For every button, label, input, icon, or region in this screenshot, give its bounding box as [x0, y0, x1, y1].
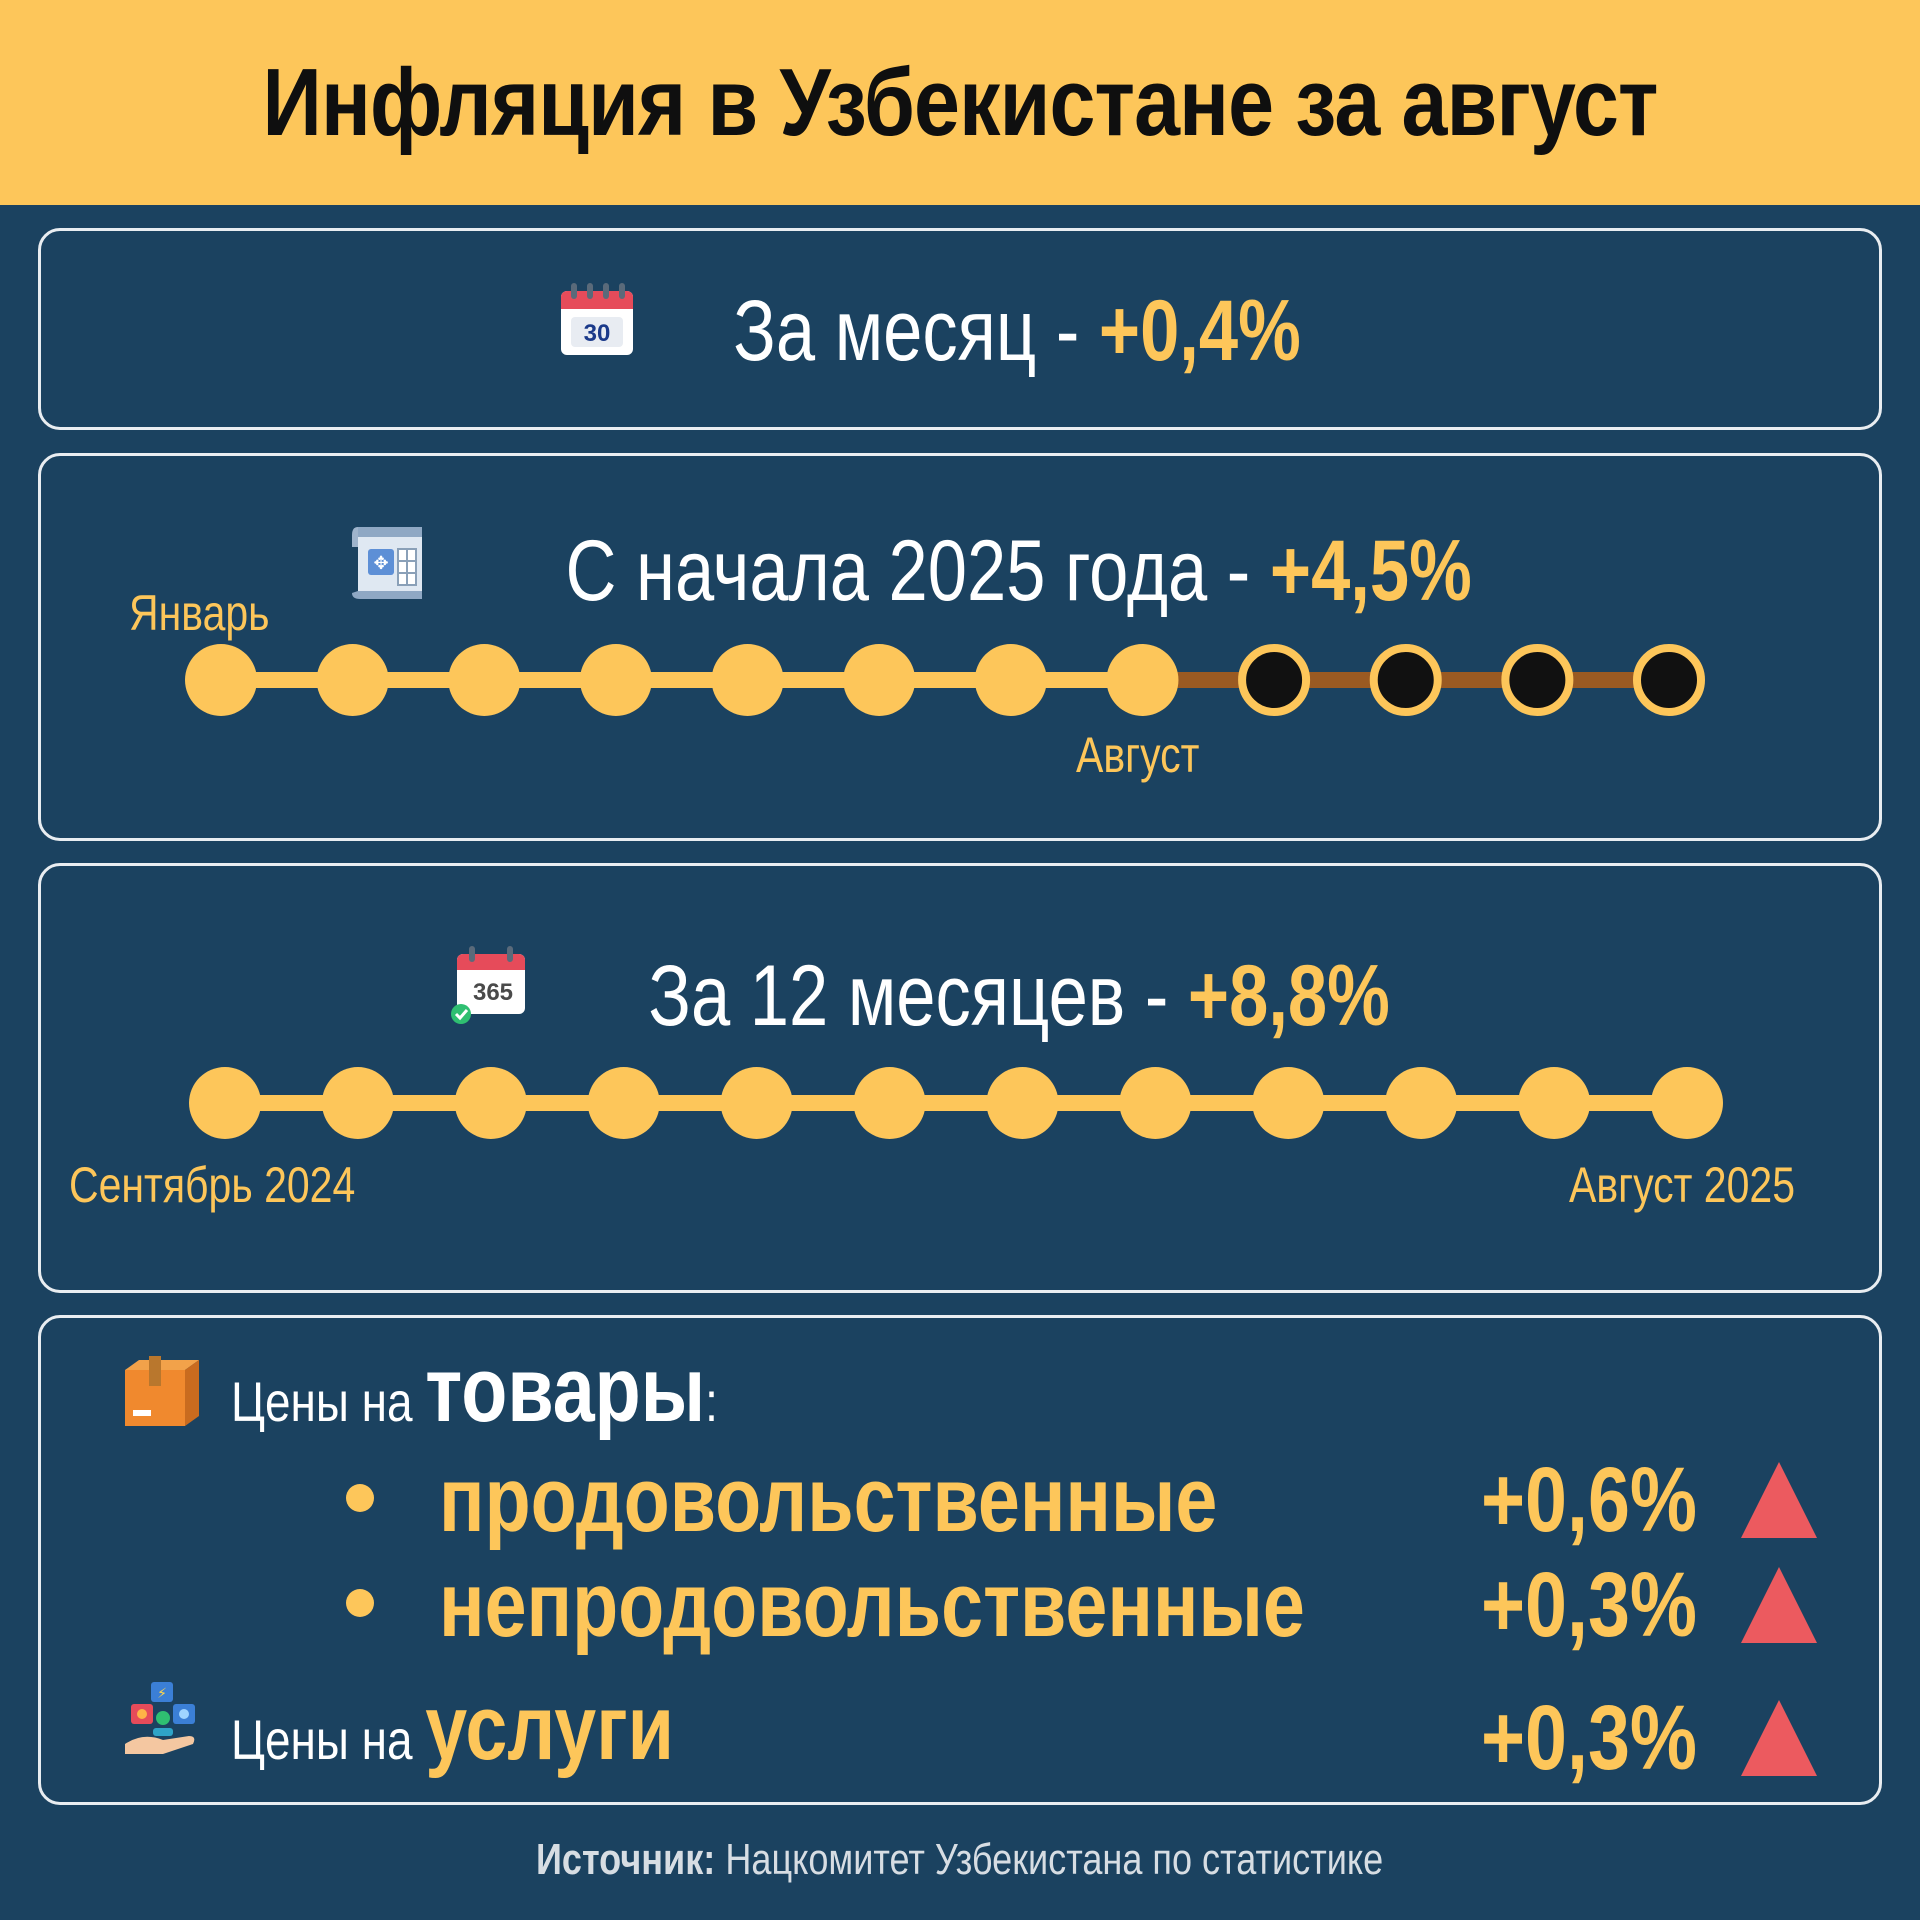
goods-prefix: Цены на [231, 1370, 426, 1433]
timeline-dot-past [853, 1067, 926, 1139]
up-arrow-icon [1741, 1567, 1817, 1643]
services-heading: Цены на услуги [231, 1676, 674, 1781]
yoy-timeline [189, 1067, 1723, 1139]
ytd-value: +4,5% [1270, 522, 1473, 619]
ytd-card: ✥ С начала 2025 года - +4,5% Январь Авгу… [38, 453, 1882, 841]
timeline-dot-past [843, 644, 916, 716]
source-text: Нацкомитет Узбекистана по статистике [715, 1835, 1384, 1884]
calendar-365-icon: 365 [449, 944, 533, 1049]
timeline-dot-future [1501, 644, 1574, 716]
timeline-dot-past [185, 644, 257, 716]
yoy-start-label: Сентябрь 2024 [69, 1157, 356, 1213]
timeline-dot-past [711, 644, 784, 716]
up-arrow-icon [1741, 1700, 1817, 1776]
svg-text:⚡: ⚡ [157, 1686, 167, 1702]
box-icon [119, 1348, 205, 1439]
nonfood-value: +0,3% [1481, 1554, 1698, 1656]
services-word: услуги [425, 1677, 675, 1779]
services-row: +0,3% [41, 1686, 1885, 1789]
timeline-dot-past [1385, 1067, 1458, 1139]
nonfood-label: непродовольственные [439, 1554, 1305, 1656]
timeline-dot-past [1651, 1067, 1723, 1139]
timeline-dot-past [454, 1067, 527, 1139]
ytd-timeline [185, 644, 1705, 716]
bullet-dot [346, 1589, 374, 1617]
yoy-end-label: Август 2025 [1569, 1157, 1796, 1213]
calendar-365-text: 365 [473, 979, 513, 1006]
timeline-dot-past [986, 1067, 1059, 1139]
ytd-current-label: Август [1076, 727, 1200, 783]
ytd-start-label: Январь [129, 585, 270, 641]
timeline-dot-past [1119, 1067, 1192, 1139]
food-value: +0,6% [1481, 1449, 1698, 1551]
timeline-dot-past [587, 1067, 660, 1139]
timeline-dot-past [189, 1067, 261, 1139]
ytd-label: С начала 2025 года - [565, 522, 1271, 619]
timeline-dot-past [720, 1067, 793, 1139]
goods-heading: Цены на товары: [231, 1338, 718, 1443]
goods-suffix: : [705, 1370, 718, 1433]
svg-text:✥: ✥ [374, 553, 389, 574]
timeline-dot-past [1518, 1067, 1591, 1139]
goods-word: товары [425, 1339, 706, 1441]
yoy-row: 365 За 12 месяцев - +8,8% [41, 936, 1879, 1056]
prices-card: Цены на товары: продовольственные +0,6% … [38, 1315, 1882, 1805]
yoy-card: 365 За 12 месяцев - +8,8% Сентябрь 2024 … [38, 863, 1882, 1293]
monthly-row: 30 За месяц - +0,4% [41, 271, 1879, 391]
food-row: продовольственные +0,6% [41, 1448, 1885, 1551]
timeline-dot-future [1238, 644, 1311, 716]
yoy-label: За 12 месяцев - [648, 947, 1188, 1044]
bullet-dot [346, 1484, 374, 1512]
timeline-dot-future [1369, 644, 1442, 716]
up-arrow-icon [1741, 1462, 1817, 1538]
food-label: продовольственные [439, 1449, 1218, 1551]
timeline-dot-past [316, 644, 389, 716]
timeline-dot-past [579, 644, 652, 716]
services-prefix: Цены на [231, 1708, 426, 1771]
calendar-30-icon: 30 [557, 281, 637, 382]
monthly-label: За месяц - [733, 282, 1099, 379]
services-icon: ⚡ [123, 1680, 205, 1767]
timeline-dot-past [974, 644, 1047, 716]
page-title: Инфляция в Узбекистане за август [262, 48, 1658, 156]
monthly-value: +0,4% [1098, 282, 1301, 379]
nonfood-row: непродовольственные +0,3% [41, 1553, 1885, 1656]
source-label: Источник: [536, 1835, 716, 1884]
ytd-row: ✥ С начала 2025 года - +4,5% [41, 511, 1879, 631]
source-note: Источник: Нацкомитет Узбекистана по стат… [0, 1835, 1920, 1885]
yoy-value: +8,8% [1187, 947, 1390, 1044]
header-banner: Инфляция в Узбекистане за август [0, 0, 1920, 205]
timeline-dot-past [448, 644, 521, 716]
timeline-dot-past [1106, 644, 1179, 716]
calendar-30-text: 30 [584, 320, 611, 347]
timeline-dot-past [1252, 1067, 1325, 1139]
timeline-dot-past [321, 1067, 394, 1139]
timeline-dot-future [1633, 644, 1705, 716]
monthly-card: 30 За месяц - +0,4% [38, 228, 1882, 430]
scroll-calendar-icon: ✥ [348, 519, 432, 624]
services-value: +0,3% [1481, 1687, 1698, 1789]
